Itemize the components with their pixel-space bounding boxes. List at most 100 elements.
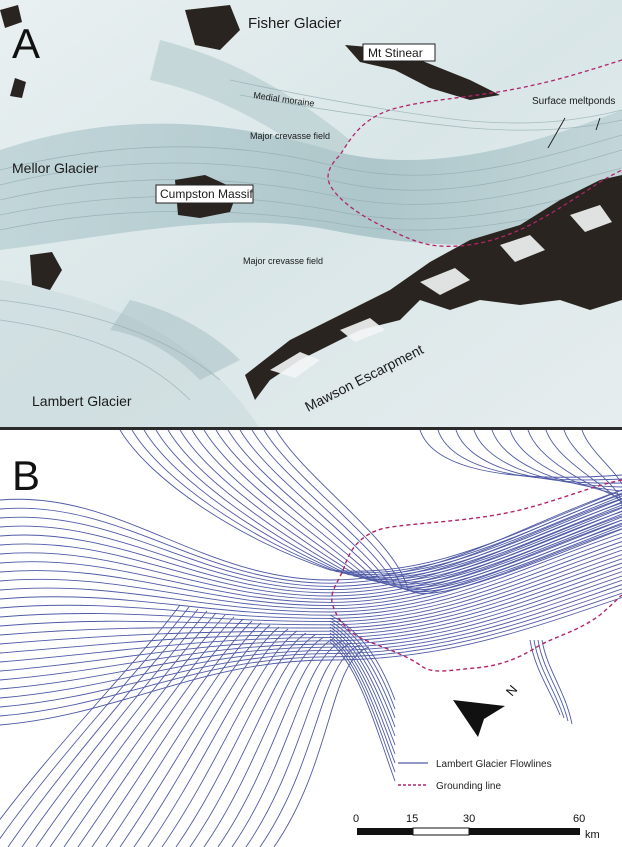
panel-a-letter: A: [12, 20, 40, 67]
scale-unit: km: [585, 829, 600, 841]
crevasse-shade: [110, 300, 240, 380]
flowline-lambert-15: [189, 634, 316, 847]
flowline-fisher-5: [179, 430, 622, 581]
flowline-trunk-11: [0, 536, 622, 616]
flowline-mawson-6: [329, 632, 396, 755]
legend-grounding-label: Grounding line: [436, 781, 501, 792]
flowline-outlet-3: [541, 639, 573, 725]
mt-stinear-label-box: [362, 43, 436, 62]
flowline-trunk-18: [0, 566, 622, 663]
flowline-mawson-3: [329, 623, 396, 728]
flowline-fisher-3: [155, 430, 622, 577]
scale-tick-30: 30: [463, 813, 475, 825]
flowline-trunk-9: [0, 528, 622, 610]
scale-segment-2: [412, 827, 470, 836]
glacier-stream: [0, 110, 622, 250]
flowline-lambert-20: [259, 644, 361, 847]
flowline-lambert-14: [175, 632, 307, 847]
flowline-ne-9: [581, 430, 622, 511]
flowline-lambert-21: [273, 646, 370, 847]
lambert-glacier-label: Lambert Glacier: [32, 393, 132, 409]
flowline-lambert-8: [91, 620, 253, 847]
flowline-lambert-10: [119, 624, 271, 847]
flowline-outlet-0: [529, 639, 561, 716]
flowline-ne-6: [527, 430, 622, 500]
small-rock: [10, 78, 26, 98]
flowline-trunk-6: [0, 515, 622, 600]
scale-segment-1: [357, 828, 413, 835]
flowline-trunk-13: [0, 545, 622, 623]
flowline-trunk-21: [0, 579, 622, 690]
nw-rock: [0, 5, 22, 28]
flowline-lambert-1: [0, 606, 190, 840]
lambert-ice: [0, 280, 260, 428]
ice-striations: [0, 79, 622, 401]
grounding-line-a: [327, 59, 622, 247]
satellite-image: A Fisher Glacier Mt Stinear Medial morai…: [0, 0, 622, 428]
flowline-trunk-23: [0, 588, 622, 708]
flowline-fisher-11: [251, 430, 622, 591]
flowline-lambert-12: [147, 628, 289, 847]
flowline-lambert-6: [63, 616, 235, 847]
flowline-outlet-2: [537, 639, 569, 722]
flowline-trunk-14: [0, 549, 622, 627]
panel-b-flowline-map: B N Lambert Glacier Flowlines Grounding …: [0, 430, 622, 847]
flowline-lambert-18: [231, 640, 343, 847]
flowline-mawson-5: [329, 629, 396, 746]
north-arrow-icon: [453, 700, 505, 737]
flowline-fisher-4: [167, 430, 622, 579]
major-crevasse-field-2-label: Major crevasse field: [243, 256, 323, 266]
flowline-trunk-20: [0, 575, 622, 681]
flowline-mawson-8: [329, 638, 396, 773]
panel-b-letter: B: [12, 452, 40, 499]
legend-flowline-label: Lambert Glacier Flowlines: [436, 759, 552, 770]
flowline-map: B N Lambert Glacier Flowlines Grounding …: [0, 430, 622, 847]
flowline-lambert-19: [245, 642, 352, 847]
major-crevasse-field-1-label: Major crevasse field: [250, 131, 330, 141]
flowline-ne-8: [563, 430, 622, 507]
west-rock: [30, 252, 62, 290]
flowline-mawson-0: [329, 614, 396, 701]
flowline-trunk-7: [0, 519, 622, 603]
flowline-lambert-11: [133, 626, 280, 847]
flowline-fisher-13: [275, 430, 622, 594]
cumpston-massif-label-box: [155, 184, 254, 204]
flowline-mawson-4: [329, 626, 396, 737]
flowline-ne-4: [491, 430, 622, 492]
scale-tick-0: 0: [353, 813, 359, 825]
meltpond-arrows: [547, 117, 601, 149]
flowline-trunk-17: [0, 562, 622, 654]
flowline-fisher-6: [191, 430, 622, 582]
flowline-lambert-0: [0, 604, 181, 821]
flowline-lambert-7: [77, 618, 244, 847]
scale-tick-15: 15: [406, 813, 418, 825]
flowlines-group: [0, 430, 622, 847]
legend: Lambert Glacier Flowlines Grounding line: [398, 759, 552, 792]
flowline-fisher-10: [239, 430, 622, 589]
flowline-trunk-0: [0, 489, 622, 581]
flowline-mawson-7: [329, 635, 396, 764]
flowline-fisher-0: [119, 430, 622, 572]
flowline-ne-0: [419, 430, 622, 478]
grounding-line-b: [331, 479, 622, 672]
panel-divider: [0, 427, 622, 430]
flowline-trunk-10: [0, 532, 622, 613]
scale-bar: 0 15 30 60 km: [353, 813, 600, 841]
escarpment-snow: [270, 205, 612, 378]
flowline-lambert-13: [161, 630, 298, 847]
cumpston-massif-label: Cumpston Massif: [160, 187, 253, 201]
surface-meltponds-label: Surface meltponds: [532, 96, 615, 107]
flowline-ne-7: [545, 430, 622, 504]
flowline-trunk-25: [0, 597, 622, 726]
flowline-lambert-9: [105, 622, 262, 847]
flowline-lambert-5: [49, 614, 226, 847]
flowline-fisher-8: [215, 430, 622, 586]
flowline-outlet-1: [533, 639, 565, 719]
flowline-lambert-17: [217, 638, 334, 847]
flowline-trunk-15: [0, 554, 622, 636]
flowline-mawson-9: [329, 641, 396, 782]
flowline-background: [0, 430, 622, 847]
fisher-glacier-label: Fisher Glacier: [248, 15, 341, 32]
scale-tick-60: 60: [573, 813, 585, 825]
mt-stinear-label: Mt Stinear: [368, 46, 423, 60]
